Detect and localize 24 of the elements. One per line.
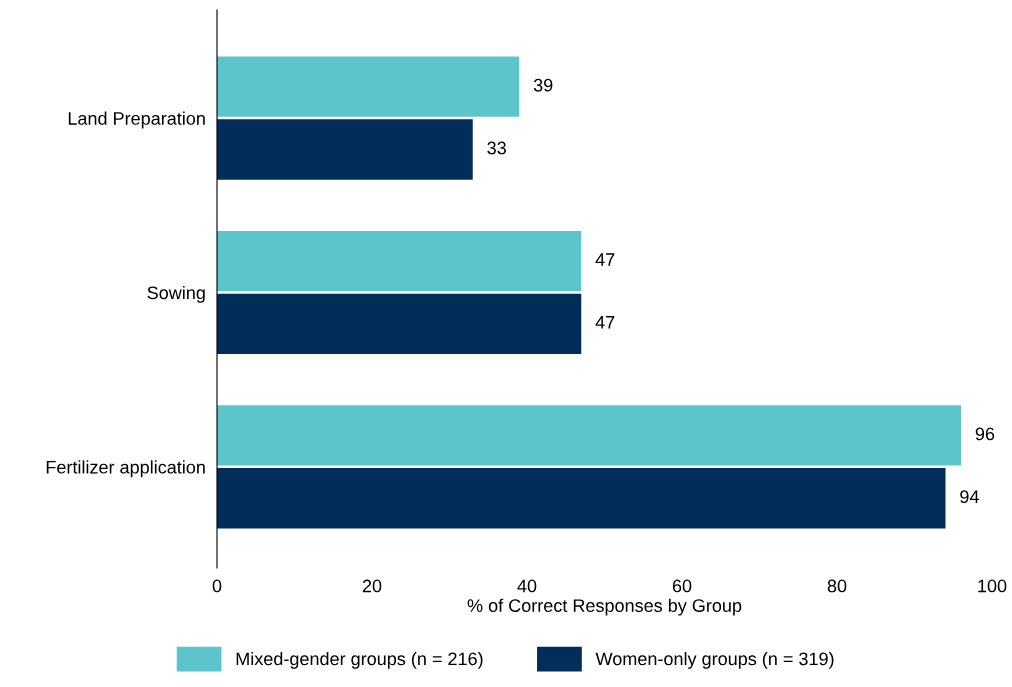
x-axis-title: % of Correct Responses by Group — [467, 598, 742, 616]
data-label: 96 — [975, 427, 995, 441]
bar — [217, 230, 582, 292]
x-tick-label: 40 — [517, 579, 537, 593]
data-label: 39 — [533, 78, 553, 92]
bar — [217, 56, 520, 117]
x-tick-label: 80 — [827, 579, 847, 593]
bar — [217, 405, 961, 466]
bar — [217, 293, 582, 355]
y-tick-label: Fertilizer application — [46, 460, 205, 478]
data-label: 94 — [960, 490, 979, 504]
data-label: 33 — [487, 141, 506, 155]
y-tick-label: Land Preparation — [68, 111, 205, 129]
x-tick-label: 20 — [362, 579, 382, 593]
bar — [217, 119, 473, 180]
data-label: 47 — [595, 316, 615, 329]
x-tick-label: 0 — [212, 579, 222, 593]
data-label: 47 — [595, 253, 615, 266]
legend-label: Women-only groups (n = 319) — [595, 651, 834, 669]
legend-label: Mixed-gender groups (n = 216) — [236, 651, 483, 669]
bar — [217, 468, 946, 529]
x-tick-label: 100 — [978, 579, 1007, 593]
x-tick-label: 60 — [672, 579, 692, 593]
y-tick-label: Sowing — [147, 285, 205, 303]
